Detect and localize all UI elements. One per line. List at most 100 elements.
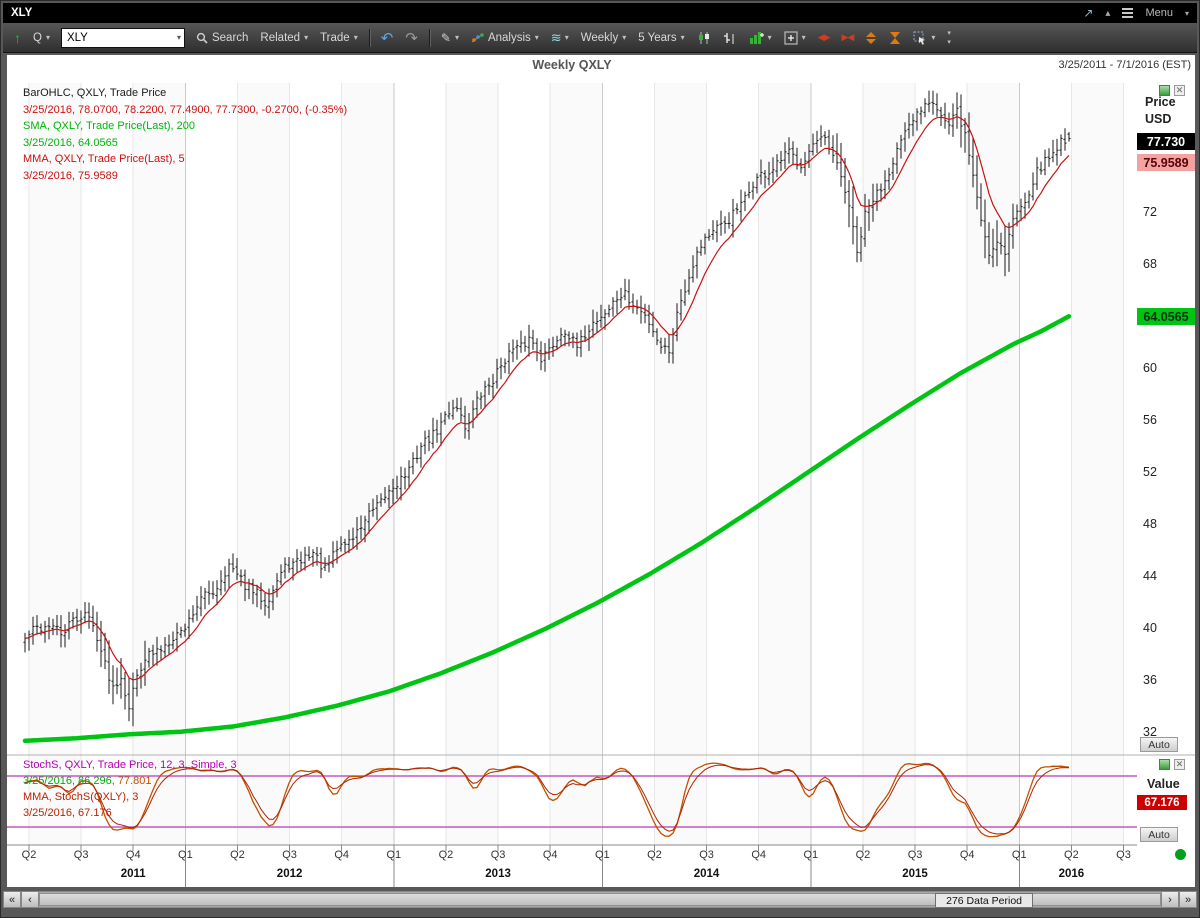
expand-horizontal-button[interactable]: ◀▶	[817, 32, 831, 42]
chart-date-range: 3/25/2011 - 7/1/2016 (EST)	[1058, 59, 1192, 71]
chevron-down-icon: ▾	[801, 33, 806, 42]
trade-dropdown[interactable]: Trade ▾	[320, 31, 358, 44]
scroll-prev-button[interactable]: ‹	[21, 891, 39, 908]
legend-mma-value[interactable]: 3/25/2016, 75.9589	[23, 169, 118, 182]
year-tick-label: 2012	[276, 868, 303, 880]
wave-study-dropdown[interactable]: ≋ ▾	[546, 28, 574, 48]
pencil-icon: ✎	[440, 30, 451, 45]
quote-dropdown[interactable]: Q ▾	[33, 31, 50, 44]
chevron-down-icon: ▾	[454, 33, 459, 42]
main-chart-legend: BarOHLC, QXLY, Trade Price 3/25/2016, 78…	[23, 85, 347, 184]
panel-close-icon[interactable]: ✕	[1174, 85, 1185, 96]
analysis-dropdown[interactable]: Analysis ▾	[466, 30, 544, 46]
hourglass-icon	[890, 31, 901, 44]
scroll-first-button[interactable]: «	[3, 891, 21, 908]
quarter-tick-label: Q2	[230, 849, 245, 861]
scrollbar-track[interactable]: 276 Data Period	[39, 891, 1161, 908]
price-tick-label: 40	[1143, 621, 1157, 635]
legend-stoch-series[interactable]: StochS, QXLY, Trade Price, 12, 3, Simple…	[23, 759, 237, 771]
price-tick-label: 52	[1143, 465, 1157, 479]
hamburger-icon[interactable]	[1122, 8, 1134, 18]
symbol-input-wrap: ▾	[60, 27, 185, 48]
titlebar: XLY ↗ ▴ Menu ▾	[3, 3, 1197, 23]
add-panel-icon	[784, 30, 798, 45]
symbol-input[interactable]	[64, 30, 177, 45]
add-panel-dropdown[interactable]: ▾	[779, 29, 811, 47]
data-period-label: 276 Data Period	[935, 893, 1033, 908]
quarter-tick-label: Q1	[594, 849, 610, 861]
quarter-tick-label: Q3	[282, 849, 297, 861]
panel-close-icon[interactable]: ✕	[1174, 759, 1185, 770]
chevron-down-icon: ▾	[353, 33, 358, 42]
legend-sma-value[interactable]: 3/25/2016, 64.0565	[23, 136, 118, 149]
menu-caret-icon[interactable]: ▾	[1184, 8, 1189, 18]
price-tick-label: 36	[1143, 673, 1157, 687]
chart-panel: Weekly QXLY 3/25/2011 - 7/1/2016 (EST) B…	[7, 55, 1195, 887]
chevron-down-icon: ▾	[622, 33, 627, 42]
quarter-tick-label: Q3	[490, 849, 506, 861]
scrollbar-thumb[interactable]	[39, 893, 1161, 906]
stoch-value-box: 67.176	[1137, 795, 1187, 810]
search-button[interactable]: Search	[191, 30, 253, 46]
year-tick-label: 2016	[1058, 868, 1085, 880]
price-axis-label: Price	[1145, 95, 1176, 109]
legend-stoch-mma-series[interactable]: MMA, StochS(QXLY), 3	[23, 791, 139, 803]
quarter-tick-label: Q1	[803, 849, 819, 861]
price-tick-label: 60	[1143, 361, 1157, 375]
panel-settings-icon[interactable]	[1159, 759, 1170, 770]
chevron-down-icon: ▾	[534, 33, 539, 42]
legend-sma-series[interactable]: SMA, QXLY, Trade Price(Last), 200	[23, 120, 196, 132]
legend-bar-series[interactable]: BarOHLC, QXLY, Trade Price	[23, 87, 167, 99]
chevron-down-icon[interactable]: ▾	[176, 33, 181, 42]
year-tick-label: 2011	[120, 868, 146, 880]
chart-style-bar-button[interactable]	[718, 29, 742, 47]
legend-stoch-mma-value[interactable]: 3/25/2016, 67.176	[23, 807, 112, 819]
chevron-down-icon: ▾	[680, 33, 685, 42]
cursor-select-button[interactable]: ▾	[908, 29, 940, 47]
draw-tool-dropdown[interactable]: ✎ ▾	[436, 29, 464, 47]
menu-button[interactable]: Menu	[1145, 7, 1173, 19]
panel-settings-icon[interactable]	[1159, 85, 1170, 96]
mma-price-box: 75.9589	[1137, 154, 1195, 171]
chart-style-candle-button[interactable]	[692, 29, 716, 47]
separator	[368, 28, 370, 47]
interval-dropdown[interactable]: Weekly ▾	[580, 31, 627, 44]
more-tools-button[interactable]: ▾ ▾	[947, 29, 951, 46]
redo-button[interactable]: ↷	[405, 29, 418, 47]
related-dropdown[interactable]: Related ▾	[260, 31, 309, 44]
expand-vertical-button[interactable]	[860, 29, 882, 47]
legend-bar-values[interactable]: 3/25/2016, 78.0700, 78.2200, 77.4900, 77…	[23, 103, 348, 116]
scroll-next-button[interactable]: ›	[1161, 891, 1179, 908]
quarter-tick-label: Q1	[1011, 849, 1027, 861]
undo-button[interactable]: ↶	[380, 29, 394, 47]
analysis-icon	[471, 32, 484, 42]
add-study-icon	[749, 31, 764, 44]
separator	[428, 28, 430, 47]
collapse-icon[interactable]: ▴	[1105, 7, 1111, 19]
chevron-down-icon: ▾	[45, 33, 50, 42]
price-tick-label: 68	[1143, 257, 1157, 271]
up-arrow-icon: ↑	[14, 29, 21, 46]
price-tick-label: 72	[1143, 205, 1157, 219]
compress-horizontal-button[interactable]: ▶◀	[841, 32, 855, 42]
range-dropdown[interactable]: 5 Years ▾	[638, 31, 685, 44]
popout-icon[interactable]: ↗	[1083, 6, 1094, 20]
quarter-tick-label: Q4	[542, 849, 558, 861]
chart-canvas[interactable]	[7, 55, 1195, 887]
price-axis-auto-button[interactable]: Auto	[1140, 737, 1178, 752]
chart-title: Weekly QXLY	[532, 58, 612, 72]
quarter-tick-label: Q1	[386, 849, 402, 861]
price-tick-label: 48	[1143, 517, 1157, 531]
legend-mma-series[interactable]: MMA, QXLY, Trade Price(Last), 5	[23, 153, 185, 165]
quarter-tick-label: Q3	[699, 849, 714, 861]
price-tick-label: 44	[1143, 569, 1157, 583]
candlestick-icon	[698, 31, 709, 44]
stoch-axis-auto-button[interactable]: Auto	[1140, 827, 1178, 842]
live-update-indicator	[1175, 849, 1186, 860]
window-title: XLY	[11, 7, 33, 19]
time-compress-button[interactable]	[884, 29, 906, 47]
send-up-button[interactable]: ↑	[9, 28, 26, 48]
scroll-last-button[interactable]: »	[1179, 891, 1197, 908]
legend-stoch-values[interactable]: 3/25/2016, 86.296, 77.801	[23, 775, 152, 787]
add-study-dropdown[interactable]: ▾	[744, 29, 777, 47]
